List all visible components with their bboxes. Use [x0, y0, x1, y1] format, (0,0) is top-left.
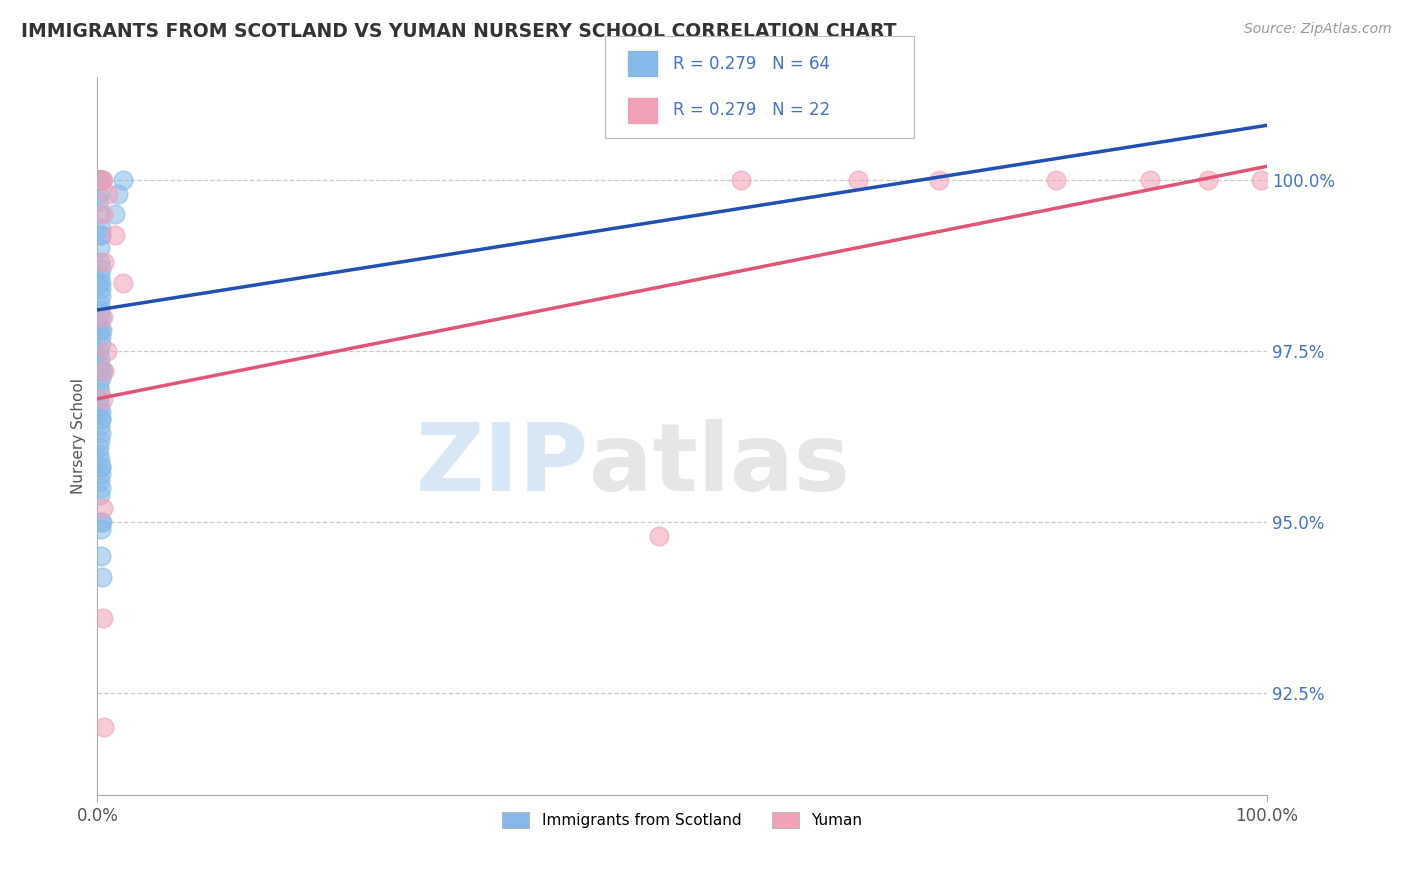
Text: ZIP: ZIP	[416, 419, 589, 511]
Point	[91, 569, 114, 583]
Point	[89, 399, 111, 413]
Point	[90, 227, 112, 242]
Point	[89, 173, 111, 187]
Point	[89, 419, 111, 434]
Point	[1197, 173, 1219, 187]
Point	[90, 337, 112, 351]
Point	[89, 440, 111, 454]
Point	[90, 227, 112, 242]
Point	[90, 173, 112, 187]
Point	[89, 358, 111, 372]
Point	[91, 173, 114, 187]
Text: IMMIGRANTS FROM SCOTLAND VS YUMAN NURSERY SCHOOL CORRELATION CHART: IMMIGRANTS FROM SCOTLAND VS YUMAN NURSER…	[21, 22, 897, 41]
Point	[89, 296, 111, 310]
Point	[89, 241, 111, 255]
Point	[112, 173, 135, 187]
Point	[89, 173, 111, 187]
Point	[90, 364, 112, 378]
Point	[91, 310, 114, 324]
Point	[90, 412, 112, 426]
Point	[90, 173, 112, 187]
Legend: Immigrants from Scotland, Yuman: Immigrants from Scotland, Yuman	[496, 806, 869, 834]
Point	[90, 310, 112, 324]
Point	[89, 384, 111, 399]
Point	[89, 323, 111, 337]
Point	[104, 227, 127, 242]
Point	[91, 515, 114, 529]
Point	[91, 364, 114, 378]
Point	[91, 173, 114, 187]
Point	[87, 186, 110, 201]
Point	[87, 317, 110, 331]
Point	[87, 173, 110, 187]
Point	[107, 186, 129, 201]
Point	[90, 282, 112, 296]
Point	[89, 302, 111, 317]
Point	[90, 481, 112, 495]
Point	[90, 220, 112, 235]
Point	[1045, 173, 1067, 187]
Text: Source: ZipAtlas.com: Source: ZipAtlas.com	[1244, 22, 1392, 37]
Point	[89, 487, 111, 501]
Point	[846, 173, 869, 187]
Point	[90, 412, 112, 426]
Point	[89, 433, 111, 447]
Point	[928, 173, 950, 187]
Text: R = 0.279   N = 22: R = 0.279 N = 22	[673, 102, 831, 120]
Point	[90, 425, 112, 440]
Point	[89, 343, 111, 358]
Point	[90, 460, 112, 475]
Point	[89, 173, 111, 187]
Point	[93, 364, 115, 378]
Point	[90, 371, 112, 385]
Point	[1139, 173, 1161, 187]
Text: atlas: atlas	[589, 419, 849, 511]
Point	[89, 453, 111, 467]
Point	[90, 460, 112, 475]
Point	[87, 446, 110, 460]
Point	[90, 405, 112, 419]
Point	[91, 392, 114, 406]
Point	[89, 276, 111, 290]
Point	[89, 255, 111, 269]
Point	[97, 186, 120, 201]
Point	[90, 289, 112, 303]
Point	[104, 207, 127, 221]
Point	[89, 194, 111, 208]
Point	[87, 378, 110, 392]
Point	[90, 549, 112, 563]
Point	[96, 343, 118, 358]
Point	[89, 392, 111, 406]
Point	[91, 610, 114, 624]
Point	[1250, 173, 1272, 187]
Point	[90, 467, 112, 481]
Point	[89, 474, 111, 488]
Text: R = 0.279   N = 64: R = 0.279 N = 64	[673, 54, 831, 72]
Point	[90, 261, 112, 276]
Point	[89, 173, 111, 187]
Point	[90, 522, 112, 536]
Point	[730, 173, 752, 187]
Point	[90, 330, 112, 344]
Point	[90, 173, 112, 187]
Y-axis label: Nursery School: Nursery School	[72, 378, 86, 494]
Point	[91, 323, 114, 337]
Point	[91, 207, 114, 221]
Point	[648, 528, 671, 542]
Point	[89, 268, 111, 283]
Point	[90, 276, 112, 290]
Point	[90, 515, 112, 529]
Point	[91, 501, 114, 516]
Point	[89, 207, 111, 221]
Point	[90, 173, 112, 187]
Point	[93, 255, 115, 269]
Point	[89, 351, 111, 365]
Point	[93, 720, 115, 734]
Point	[112, 276, 135, 290]
